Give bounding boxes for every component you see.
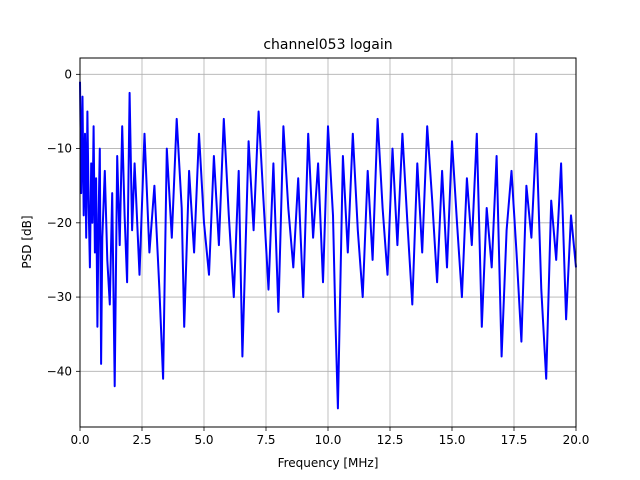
x-tick-label: 7.5 bbox=[256, 433, 275, 447]
y-tick-label: −30 bbox=[47, 290, 72, 304]
x-tick-label: 2.5 bbox=[132, 433, 151, 447]
x-tick-label: 17.5 bbox=[501, 433, 528, 447]
x-tick-label: 5.0 bbox=[194, 433, 213, 447]
x-tick-label: 0.0 bbox=[70, 433, 89, 447]
chart-title: channel053 logain bbox=[263, 37, 392, 53]
x-axis-label: Frequency [MHz] bbox=[278, 456, 379, 470]
plot-area bbox=[79, 81, 577, 410]
y-tick-label: 0 bbox=[64, 67, 72, 81]
y-tick-label: −40 bbox=[47, 364, 72, 378]
y-tick-label: −10 bbox=[47, 142, 72, 156]
x-tick-label: 15.0 bbox=[439, 433, 466, 447]
y-axis-ticks: 0 −10 −20 −30 −40 bbox=[47, 67, 80, 378]
x-tick-label: 12.5 bbox=[377, 433, 404, 447]
x-tick-label: 20.0 bbox=[563, 433, 590, 447]
psd-series-line bbox=[79, 81, 577, 410]
x-axis-ticks: 0.0 2.5 5.0 7.5 10.0 12.5 15.0 17.5 20.0 bbox=[70, 427, 589, 447]
y-axis-label: PSD [dB] bbox=[20, 215, 34, 268]
x-tick-label: 10.0 bbox=[315, 433, 342, 447]
y-tick-label: −20 bbox=[47, 216, 72, 230]
